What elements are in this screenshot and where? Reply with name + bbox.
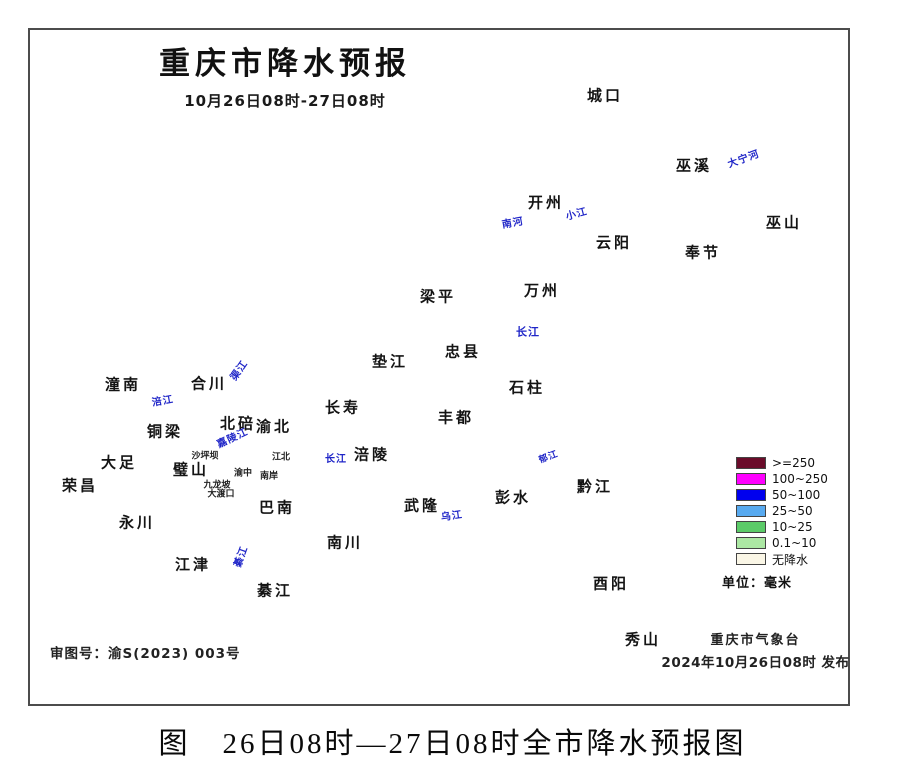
- legend-swatch: [736, 537, 766, 549]
- legend-label: 无降水: [772, 552, 809, 567]
- map-credit: 审图号：渝S(2023) 003号: [50, 646, 241, 662]
- legend-label: 25~50: [772, 504, 813, 518]
- legend-row: >=250: [736, 455, 828, 471]
- legend-swatch: [736, 553, 766, 565]
- legend-unit: 单位：毫米: [722, 576, 793, 591]
- publisher-block: 重庆市气象台 2024年10月26日08时 发布: [648, 629, 863, 671]
- legend-row: 0.1~10: [736, 535, 828, 551]
- legend-label: 10~25: [772, 520, 813, 534]
- legend-swatch: [736, 457, 766, 469]
- title-block: 重庆市降水预报 10月26日08时-27日08时: [110, 38, 460, 111]
- legend-swatch: [736, 521, 766, 533]
- legend-swatch: [736, 505, 766, 517]
- map-frame: [28, 28, 850, 706]
- legend-label: 0.1~10: [772, 536, 817, 550]
- map-subtitle: 10月26日08时-27日08时: [184, 92, 386, 110]
- legend-swatch: [736, 489, 766, 501]
- legend-label: >=250: [772, 456, 816, 470]
- legend-items: >=250 100~250 50~100 25~50 10~25 0.1~10 无降水: [736, 455, 828, 567]
- legend-row: 100~250: [736, 471, 828, 487]
- map-title: 重庆市降水预报: [159, 46, 411, 81]
- legend-label: 100~250: [772, 472, 828, 486]
- legend-row: 10~25: [736, 519, 828, 535]
- publisher-name: 重庆市气象台: [710, 633, 801, 648]
- figure-caption: 图 26日08时—27日08时全市降水预报图: [158, 728, 747, 760]
- publish-time: 2024年10月26日08时 发布: [661, 655, 850, 671]
- legend-row: 50~100: [736, 487, 828, 503]
- legend: >=250 100~250 50~100 25~50 10~25 0.1~10 无降水 单位…: [722, 455, 828, 591]
- legend-label: 50~100: [772, 488, 821, 502]
- legend-row: 25~50: [736, 503, 828, 519]
- legend-swatch: [736, 473, 766, 485]
- legend-row: 无降水: [736, 551, 828, 567]
